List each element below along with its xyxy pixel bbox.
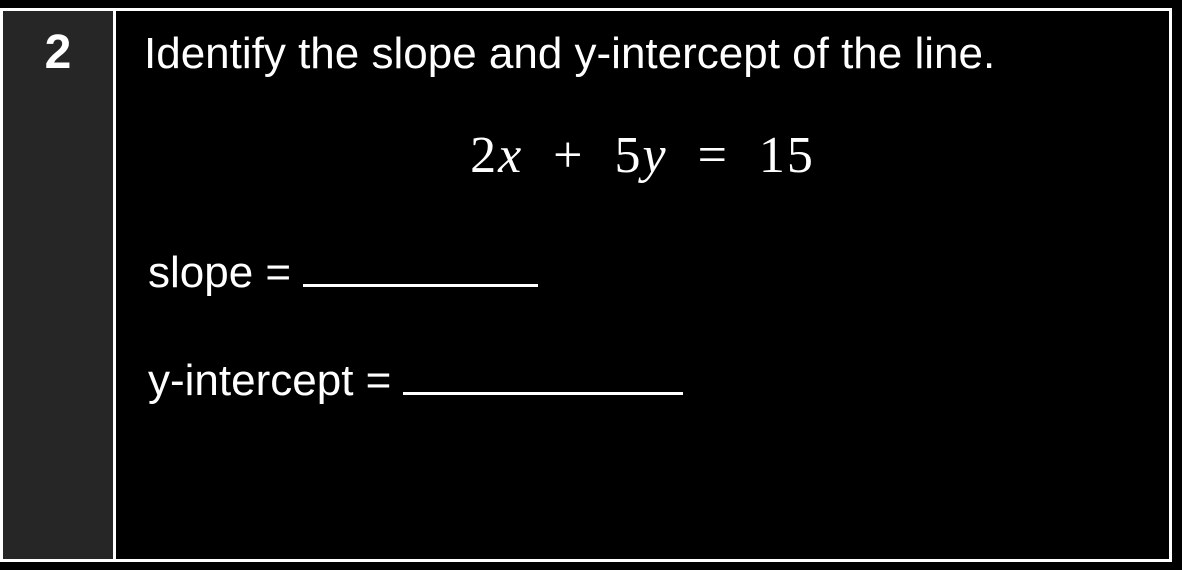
eq-coeff2: 5 — [615, 127, 643, 184]
eq-op1: + — [553, 127, 584, 184]
eq-var2: y — [643, 127, 668, 184]
slope-row: slope = — [148, 245, 1141, 299]
equation-display: 2x + 5y = 15 — [144, 126, 1141, 185]
yintercept-label: y-intercept = — [148, 356, 391, 406]
question-number-column: 2 — [3, 11, 116, 559]
yintercept-row: y-intercept = — [148, 352, 1141, 406]
question-frame: 2 Identify the slope and y-intercept of … — [0, 8, 1172, 562]
slope-blank[interactable] — [303, 245, 538, 288]
eq-coeff1: 2 — [470, 127, 498, 184]
eq-equals: = — [698, 127, 729, 184]
page-container: 2 Identify the slope and y-intercept of … — [0, 0, 1182, 570]
eq-var1: x — [498, 127, 523, 184]
eq-rhs: 15 — [759, 127, 815, 184]
yintercept-blank[interactable] — [403, 352, 683, 395]
slope-label: slope = — [148, 248, 291, 298]
question-content: Identify the slope and y-intercept of th… — [116, 11, 1169, 559]
answer-section: slope = y-intercept = — [144, 245, 1141, 406]
question-number: 2 — [45, 25, 72, 80]
question-prompt: Identify the slope and y-intercept of th… — [144, 29, 1141, 80]
